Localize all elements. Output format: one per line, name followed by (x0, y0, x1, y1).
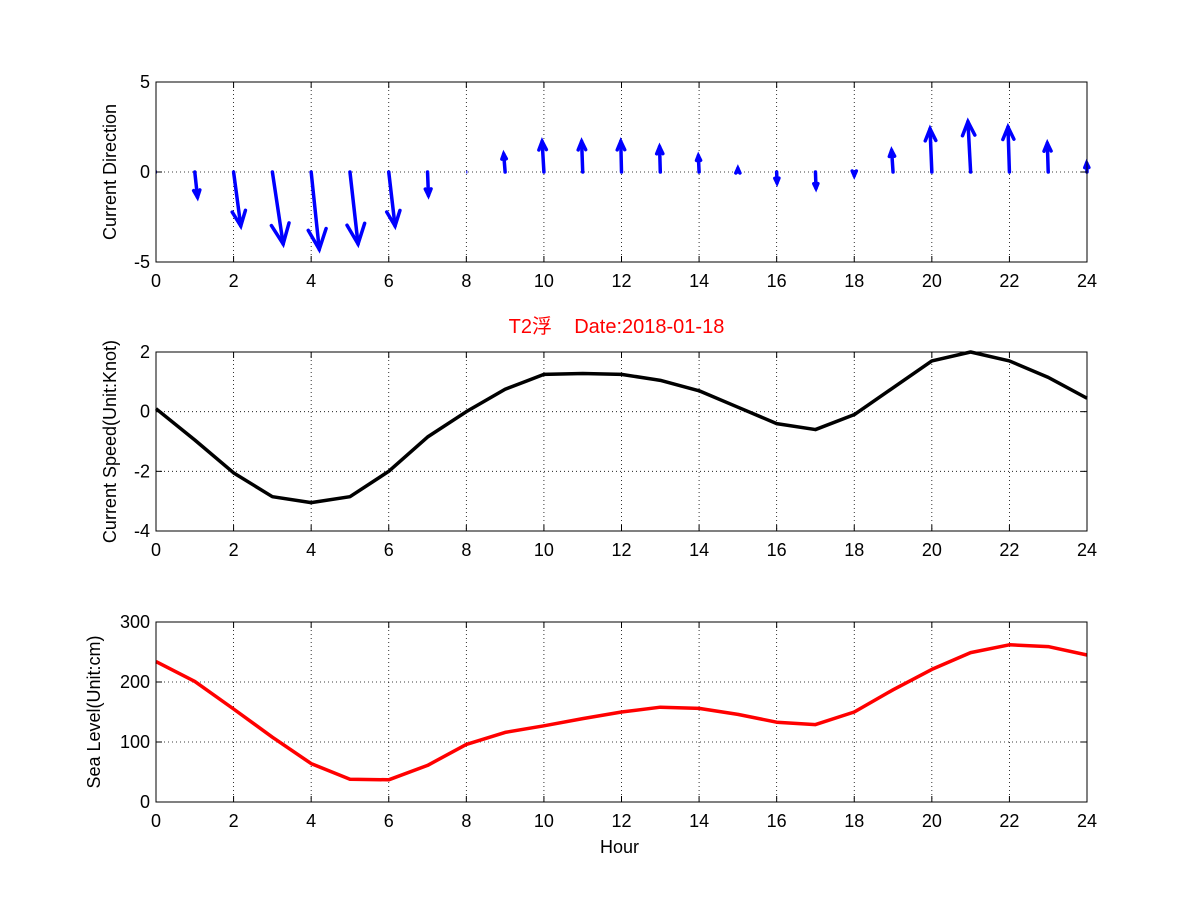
vector-arrow (384, 170, 402, 231)
chart-title: T2浮 Date:2018-01-18 (509, 315, 725, 338)
y-tick-label: 300 (120, 612, 150, 632)
vector-arrow (654, 142, 665, 174)
x-tick-label: 24 (1077, 540, 1097, 560)
vector-arrow (1042, 138, 1053, 174)
x-tick-label: 20 (922, 271, 942, 291)
y-axis-label: Current Direction (100, 104, 120, 240)
x-tick-label: 0 (151, 811, 161, 831)
x-tick-label: 12 (611, 540, 631, 560)
tick-labels: 0 2 4 6 8 10 12 14 16 18 20 22 24-505 (134, 72, 1097, 291)
x-tick-label: 14 (689, 811, 709, 831)
x-tick-label: 10 (534, 271, 554, 291)
y-tick-label: 200 (120, 672, 150, 692)
x-tick-label: 2 (229, 271, 239, 291)
x-tick-label: 8 (461, 271, 471, 291)
y-tick-label: 5 (140, 72, 150, 92)
x-tick-label: 14 (689, 271, 709, 291)
x-tick-label: 12 (611, 811, 631, 831)
x-tick-label: 10 (534, 811, 554, 831)
vector-arrow (734, 164, 742, 175)
vector-arrow (345, 170, 367, 249)
y-tick-label: 0 (140, 162, 150, 182)
x-tick-label: 4 (306, 811, 316, 831)
x-tick-label: 6 (384, 271, 394, 291)
vector-arrow (812, 170, 820, 193)
vector-arrow (1001, 122, 1016, 174)
vector-arrow (537, 137, 549, 174)
current-speed-panel: 0 2 4 6 8 10 12 14 16 18 20 22 24-4-202 Current Spee… (100, 315, 1097, 560)
x-tick-label: 2 (229, 811, 239, 831)
x-tick-label: 24 (1077, 271, 1097, 291)
y-tick-label: -5 (134, 252, 150, 272)
vector-arrow (887, 146, 897, 174)
y-tick-label: 100 (120, 732, 150, 752)
y-tick-label: -2 (134, 461, 150, 481)
x-tick-label: 12 (611, 271, 631, 291)
vector-arrow (500, 149, 509, 174)
series-line-path (155, 643, 1088, 782)
vector-arrow (191, 170, 202, 202)
vector-arrow (694, 151, 703, 174)
x-tick-label: 6 (384, 811, 394, 831)
x-tick-label: 22 (999, 540, 1019, 560)
x-tick-label: 18 (844, 811, 864, 831)
y-axis-label: Current Speed(Unit:Knot) (100, 340, 120, 543)
y-tick-label: 0 (140, 402, 150, 422)
x-tick-label: 0 (151, 271, 161, 291)
x-tick-label: 16 (767, 540, 787, 560)
y-tick-label: -4 (134, 521, 150, 541)
vector-arrow (615, 137, 627, 174)
x-tick-label: 2 (229, 540, 239, 560)
vector-arrow (773, 170, 781, 188)
x-tick-label: 0 (151, 540, 161, 560)
vector-arrow (230, 170, 248, 231)
vector-arrow (960, 117, 977, 174)
y-axis-label: Sea Level(Unit:cm) (84, 635, 104, 788)
x-tick-label: 10 (534, 540, 554, 560)
vector-arrow (850, 169, 859, 180)
x-tick-label: 6 (384, 540, 394, 560)
series-line (154, 350, 1088, 505)
series-line-path (154, 350, 1088, 505)
vector-arrow (269, 170, 291, 249)
x-tick-label: 4 (306, 540, 316, 560)
x-axis-label: Hour (600, 837, 639, 857)
tick-labels: 0 2 4 6 8 10 12 14 16 18 20 22 24-4-202 (134, 342, 1097, 560)
x-tick-label: 4 (306, 271, 316, 291)
x-tick-label: 8 (461, 540, 471, 560)
x-tick-label: 18 (844, 540, 864, 560)
x-tick-label: 22 (999, 271, 1019, 291)
x-tick-label: 22 (999, 811, 1019, 831)
x-tick-label: 14 (689, 540, 709, 560)
vector-arrow (306, 170, 328, 254)
x-tick-label: 8 (461, 811, 471, 831)
vector-arrows (156, 117, 1091, 254)
x-tick-label: 16 (767, 271, 787, 291)
y-tick-label: 2 (140, 342, 150, 362)
current-direction-panel: 0 2 4 6 8 10 12 14 16 18 20 22 24-505 Current Direct… (100, 72, 1097, 291)
x-tick-label: 18 (844, 271, 864, 291)
vector-arrow (423, 170, 433, 200)
vector-arrow (923, 124, 938, 174)
vector-arrow (576, 137, 588, 174)
x-tick-label: 16 (767, 811, 787, 831)
x-tick-label: 24 (1077, 811, 1097, 831)
y-tick-label: 0 (140, 792, 150, 812)
x-tick-label: 20 (922, 540, 942, 560)
series-line (155, 643, 1088, 782)
x-tick-label: 20 (922, 811, 942, 831)
